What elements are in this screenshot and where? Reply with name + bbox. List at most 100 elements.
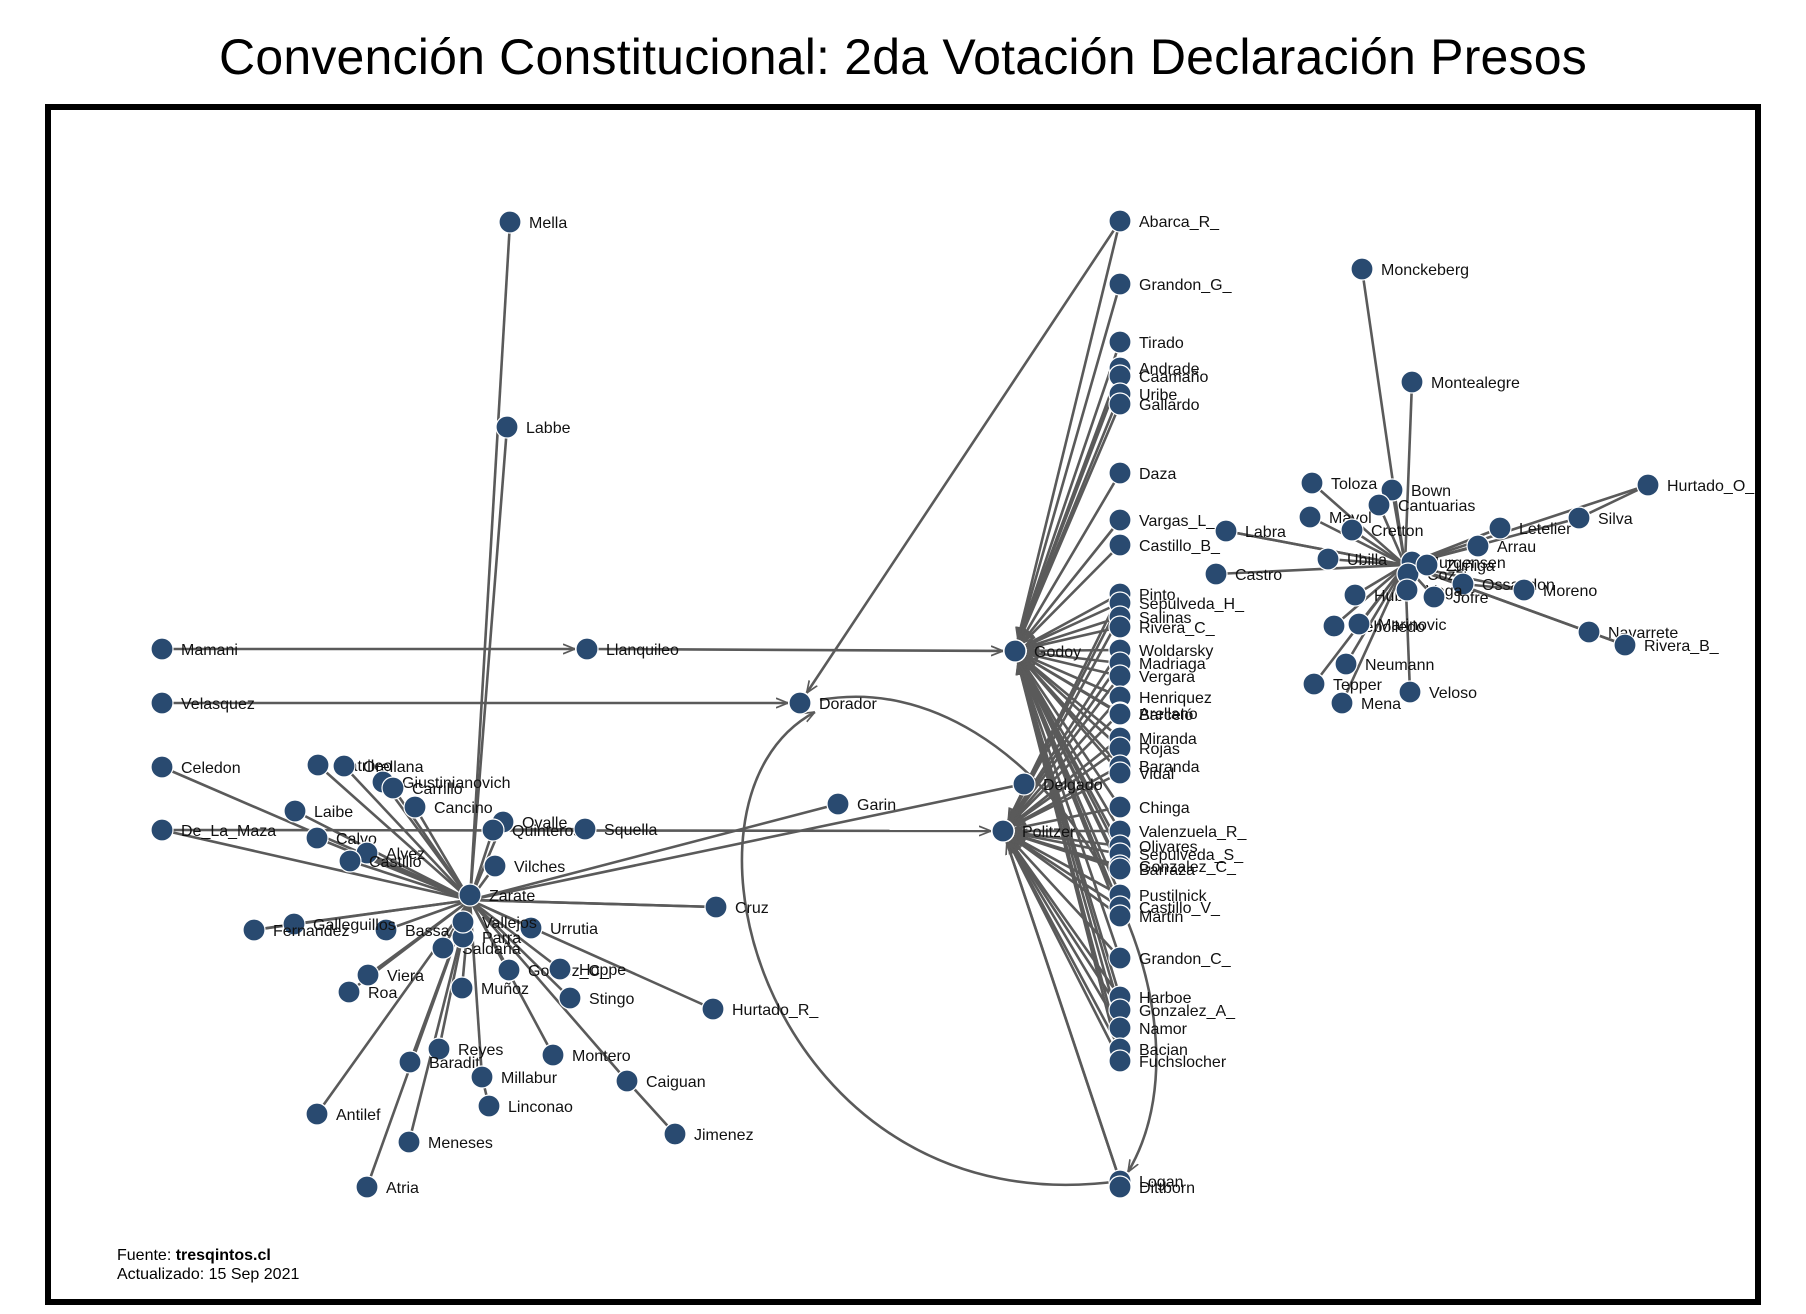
edge-to-godoy bbox=[1019, 662, 1122, 959]
node-circle bbox=[701, 997, 725, 1021]
node-label: Castro bbox=[1235, 567, 1282, 584]
node-muñoz: Muñoz bbox=[450, 976, 529, 1000]
node-circle bbox=[1108, 1016, 1132, 1040]
node-label: Barraza bbox=[1139, 862, 1195, 879]
node-label: Dittborn bbox=[1139, 1180, 1195, 1197]
node-hoppe: Hoppe bbox=[548, 957, 626, 981]
node-zarate: Zarate bbox=[458, 883, 535, 907]
node-circle bbox=[1108, 330, 1132, 354]
edge-cluster-delgado bbox=[469, 782, 1025, 902]
node-label: Urrutia bbox=[550, 921, 598, 938]
node-jimenez: Jimenez bbox=[663, 1122, 754, 1146]
node-circle bbox=[477, 1094, 501, 1118]
edge-right-cluster bbox=[1333, 564, 1406, 627]
node-mamani: Mamani bbox=[150, 637, 238, 661]
node-circle bbox=[1108, 761, 1132, 785]
node-urrutia: Urrutia bbox=[519, 916, 598, 940]
node-label: Daza bbox=[1139, 466, 1176, 483]
node-circle bbox=[332, 754, 356, 778]
node-circle bbox=[1108, 392, 1132, 416]
node-label: Alvez bbox=[386, 846, 425, 863]
edge-llanquileo-godoy bbox=[586, 649, 1003, 651]
node-label: Ubilla bbox=[1347, 552, 1387, 569]
node-circle bbox=[1108, 664, 1132, 688]
node-circle bbox=[398, 1050, 422, 1074]
node-circle bbox=[558, 986, 582, 1010]
node-abarca-r-: Abarca_R_ bbox=[1108, 209, 1220, 233]
edge-to-godoy bbox=[1019, 662, 1122, 870]
node-label: Gonzalez_A_ bbox=[1139, 1003, 1236, 1020]
node-llanquileo: Llanquileo bbox=[575, 637, 679, 661]
node-vallejos: Vallejos bbox=[451, 910, 537, 934]
node-label: Veloso bbox=[1429, 685, 1477, 702]
node-antilef: Antilef bbox=[305, 1102, 381, 1126]
node-meneses: Meneses bbox=[397, 1130, 493, 1154]
node-circle bbox=[1108, 461, 1132, 485]
edge-labra bbox=[1225, 529, 1406, 567]
node-label: Abarca_R_ bbox=[1139, 214, 1220, 231]
node-cantuarias: Cantuarias bbox=[1367, 493, 1475, 517]
edge-left-cluster bbox=[469, 899, 628, 1082]
node-baradit: Baradit bbox=[398, 1050, 480, 1074]
node-circle bbox=[1108, 1175, 1132, 1199]
edge-to-godoy bbox=[1027, 650, 1121, 651]
node-label: Vilches bbox=[514, 859, 565, 876]
node-circle bbox=[450, 976, 474, 1000]
node-label: Bacian bbox=[1139, 1042, 1188, 1059]
node-circle bbox=[575, 637, 599, 661]
node-label: Arellano bbox=[1139, 706, 1198, 723]
node-mena: Mena bbox=[1330, 691, 1401, 715]
node-circle bbox=[826, 792, 850, 816]
node-label: Labbe bbox=[526, 420, 571, 437]
plot-frame bbox=[45, 104, 1761, 1305]
node-alvez: Alvez bbox=[355, 841, 425, 865]
node-label: Valenzuela_R_ bbox=[1139, 824, 1247, 841]
node-label: Squella bbox=[604, 822, 657, 839]
node-montealegre: Montealegre bbox=[1400, 370, 1520, 394]
node-letelier: Letelier bbox=[1488, 516, 1572, 540]
node-barceló: Barceló bbox=[1108, 702, 1193, 726]
node-dorador: Dorador bbox=[788, 691, 877, 715]
node-circle bbox=[1108, 795, 1132, 819]
node-label: Parra bbox=[482, 930, 521, 947]
node-label: Labra bbox=[1245, 524, 1286, 541]
node-label: Rojas bbox=[1139, 741, 1180, 758]
node-circle bbox=[1466, 534, 1490, 558]
node-circle bbox=[1214, 519, 1238, 543]
edge-to-godoy bbox=[1026, 601, 1121, 648]
node-circle bbox=[150, 691, 174, 715]
node-label: Meneses bbox=[428, 1135, 493, 1152]
node-circle bbox=[1298, 505, 1322, 529]
node-circle bbox=[305, 826, 329, 850]
node-neumann: Neumann bbox=[1334, 652, 1434, 676]
edge-right-cluster bbox=[1404, 483, 1649, 567]
node-namor: Namor bbox=[1108, 1016, 1188, 1040]
edge-right-cluster bbox=[1360, 268, 1407, 566]
node-label: Mella bbox=[529, 215, 567, 232]
node-circle bbox=[1367, 493, 1391, 517]
node-circle bbox=[1636, 473, 1660, 497]
edge-to-politzer bbox=[1013, 764, 1121, 827]
node-circle bbox=[1395, 578, 1419, 602]
node-chinga: Chinga bbox=[1108, 795, 1190, 819]
node-circle bbox=[397, 1130, 421, 1154]
node-label: Miranda bbox=[1139, 731, 1197, 748]
node-label: Cruz bbox=[735, 900, 769, 917]
node-circle bbox=[495, 415, 519, 439]
node-jofre: Jofre bbox=[1422, 585, 1489, 609]
edge-to-godoy bbox=[1023, 519, 1122, 642]
node-label: Ovalle bbox=[522, 815, 567, 832]
edge-left-cluster bbox=[468, 899, 484, 1078]
node-arrau: Arrau bbox=[1466, 534, 1536, 558]
node-martin: Martin bbox=[1108, 904, 1183, 928]
node-label: Vidal bbox=[1139, 766, 1174, 783]
node-circle bbox=[498, 210, 522, 234]
node-label: Namor bbox=[1139, 1021, 1188, 1038]
node-circle bbox=[1415, 553, 1439, 577]
node-label: Pinto bbox=[1139, 587, 1176, 604]
edge-to-politzer bbox=[1014, 771, 1121, 827]
node-label: Quinteros bbox=[512, 823, 581, 840]
node-circle bbox=[451, 910, 475, 934]
node-circle bbox=[519, 916, 543, 940]
edge-left-cluster bbox=[315, 899, 472, 1115]
